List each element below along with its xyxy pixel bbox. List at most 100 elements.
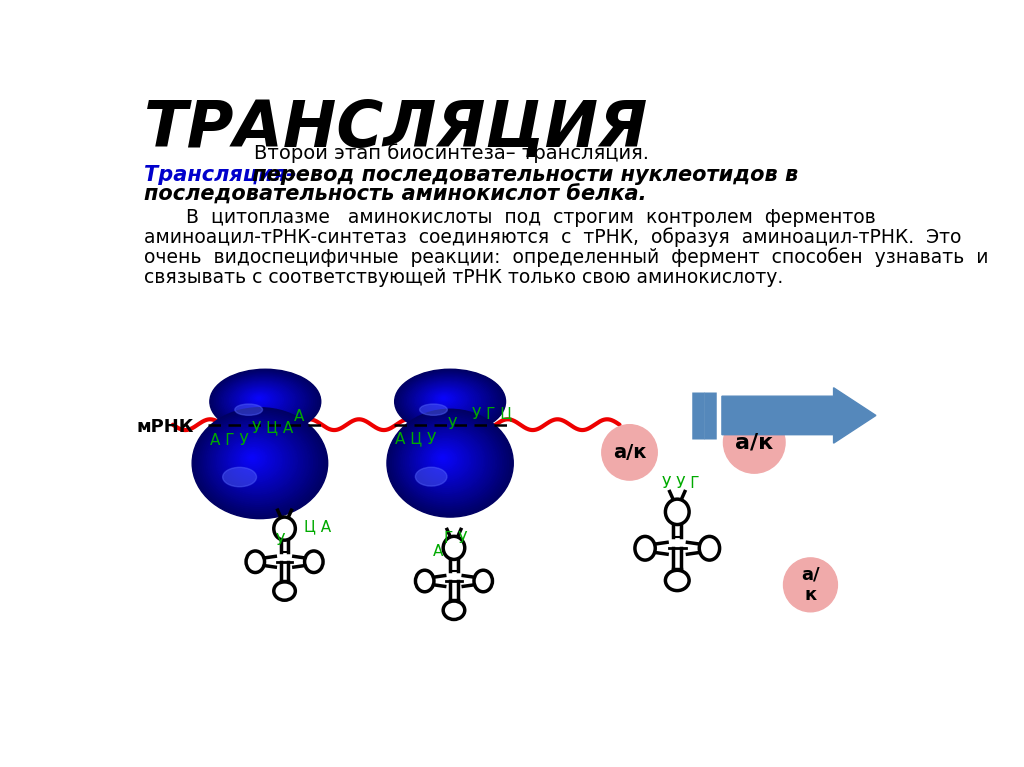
Ellipse shape [401,373,498,430]
Ellipse shape [408,377,489,424]
Ellipse shape [419,436,473,483]
Ellipse shape [228,438,283,482]
Text: Г У: Г У [444,531,467,546]
Text: аминоацил-тРНК-синтетаз  соединяются  с  тРНК,  образуя  аминоацил-тРНК.  Это: аминоацил-тРНК-синтетаз соединяются с тР… [144,228,962,247]
Text: Трансляция–: Трансляция– [144,165,297,185]
Ellipse shape [249,393,271,406]
Ellipse shape [197,411,323,515]
Ellipse shape [200,414,317,511]
Ellipse shape [218,430,295,492]
Ellipse shape [242,449,264,468]
Text: очень  видоспецифичные  реакции:  определенный  фермент  способен  узнавать  и: очень видоспецифичные реакции: определен… [144,248,989,267]
Ellipse shape [198,413,321,512]
Ellipse shape [431,448,457,469]
Ellipse shape [435,393,454,404]
Text: а/
к: а/ к [801,565,820,604]
Ellipse shape [208,421,307,502]
Text: а/к: а/к [735,433,773,453]
Text: У: У [447,417,457,432]
Ellipse shape [419,384,474,416]
Ellipse shape [216,428,297,494]
Polygon shape [281,540,289,551]
Ellipse shape [428,445,462,473]
Ellipse shape [440,397,447,400]
Ellipse shape [219,375,308,426]
Text: последовательность аминокислот белка.: последовательность аминокислот белка. [144,184,647,205]
Ellipse shape [411,379,484,422]
Text: А: А [294,409,304,423]
Text: мРНК: мРНК [137,418,195,436]
Ellipse shape [248,454,257,462]
Ellipse shape [195,410,326,517]
Ellipse shape [437,453,450,464]
Ellipse shape [396,370,504,433]
Circle shape [724,412,785,473]
Ellipse shape [220,431,292,490]
Ellipse shape [213,371,316,432]
Ellipse shape [236,385,288,415]
Ellipse shape [212,370,318,433]
Ellipse shape [434,393,456,406]
Ellipse shape [255,397,263,400]
Ellipse shape [439,455,447,462]
Ellipse shape [420,404,447,415]
Ellipse shape [241,387,282,411]
Ellipse shape [435,451,452,466]
Ellipse shape [413,380,482,421]
Ellipse shape [432,392,458,407]
Ellipse shape [392,414,506,511]
Ellipse shape [238,386,286,413]
Ellipse shape [398,419,499,505]
Ellipse shape [193,408,328,518]
Ellipse shape [424,387,468,413]
Text: А Ц У: А Ц У [394,431,436,446]
Ellipse shape [224,378,302,423]
Text: Второй этап биосинтеза– трансляция.: Второй этап биосинтеза– трансляция. [254,143,649,163]
Ellipse shape [389,411,511,515]
Ellipse shape [407,376,492,426]
Ellipse shape [223,377,304,424]
Ellipse shape [422,386,470,413]
FancyArrow shape [722,388,876,443]
Ellipse shape [406,426,489,497]
Text: У: У [275,534,285,548]
Ellipse shape [399,372,500,430]
Ellipse shape [441,397,445,400]
Ellipse shape [257,397,261,400]
Text: перевод последовательности нуклеотидов в: перевод последовательности нуклеотидов в [245,165,798,185]
Ellipse shape [231,441,278,478]
Ellipse shape [426,387,466,411]
Ellipse shape [250,456,254,459]
Ellipse shape [416,382,478,419]
Circle shape [783,558,838,612]
Ellipse shape [416,467,446,486]
Ellipse shape [251,393,269,404]
Ellipse shape [240,387,284,413]
Ellipse shape [226,379,300,422]
Ellipse shape [437,394,452,403]
Ellipse shape [438,396,450,402]
Text: У Ц А: У Ц А [252,420,294,435]
Text: а/к: а/к [612,443,646,462]
Ellipse shape [413,432,480,489]
Ellipse shape [401,422,495,502]
Ellipse shape [240,448,267,470]
Ellipse shape [402,374,496,428]
Ellipse shape [430,390,460,408]
Ellipse shape [403,424,493,499]
Ellipse shape [394,416,504,509]
Ellipse shape [391,413,509,513]
Ellipse shape [215,372,314,430]
Ellipse shape [246,390,275,408]
Ellipse shape [387,410,513,517]
Text: ТРАНСЛЯЦИЯ: ТРАНСЛЯЦИЯ [144,98,648,160]
Ellipse shape [396,417,502,507]
Ellipse shape [218,374,310,428]
Polygon shape [451,559,458,571]
Ellipse shape [420,439,471,482]
Ellipse shape [244,451,262,466]
Ellipse shape [404,375,494,426]
Ellipse shape [234,384,290,416]
Ellipse shape [408,427,487,495]
Ellipse shape [212,424,302,499]
